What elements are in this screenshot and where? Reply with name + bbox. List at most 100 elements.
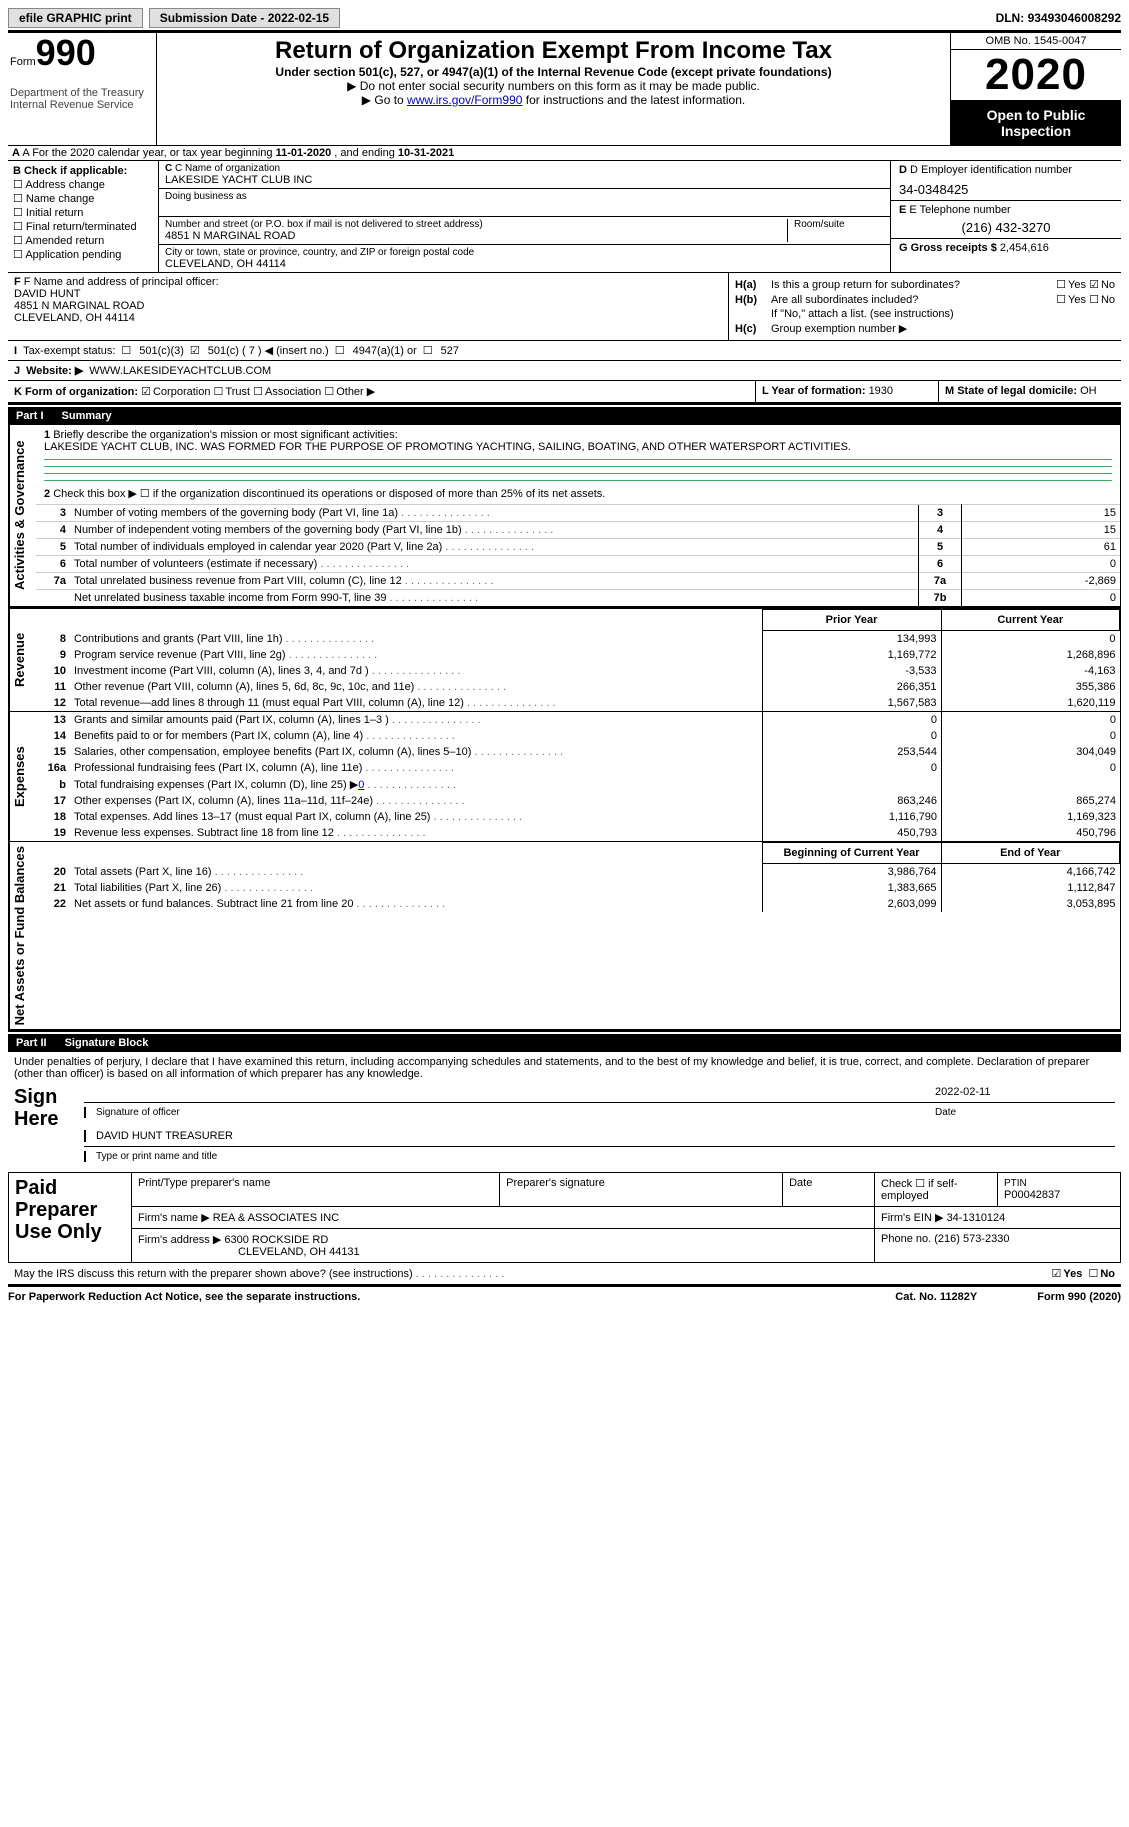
form-of-org-row: K Form of organization: Corporation Trus…	[8, 380, 1121, 402]
expenses-table: 13Grants and similar amounts paid (Part …	[36, 712, 1120, 841]
officer-label: F Name and address of principal officer:	[24, 276, 219, 288]
current-year-hdr: Current Year	[941, 610, 1120, 631]
gross-value: 2,454,616	[1000, 242, 1049, 254]
line-no: 9	[36, 647, 70, 663]
cb-assoc[interactable]	[253, 386, 265, 398]
q2-text: Check this box ▶ ☐ if the organization d…	[53, 488, 605, 500]
submission-date-label: Submission Date -	[160, 11, 268, 25]
officer-addr1: 4851 N MARGINAL ROAD	[14, 300, 722, 312]
discuss-no-label: No	[1100, 1268, 1115, 1280]
hb-no[interactable]: No	[1089, 294, 1115, 306]
line-desc: Other expenses (Part IX, column (A), lin…	[70, 793, 763, 809]
ha-no[interactable]: No	[1089, 279, 1115, 291]
form-subtitle: Under section 501(c), 527, or 4947(a)(1)…	[167, 65, 940, 79]
fundraising-link[interactable]: 0	[358, 779, 364, 791]
current-year-val: 4,166,742	[941, 864, 1120, 881]
table-row: 14Benefits paid to or for members (Part …	[36, 728, 1120, 744]
paid-preparer-label: Paid Preparer Use Only	[9, 1173, 132, 1263]
line-box: 7b	[919, 590, 962, 607]
line-desc: Net unrelated business taxable income fr…	[70, 590, 919, 607]
cb-app-pending[interactable]: Application pending	[13, 248, 153, 261]
ha-yes[interactable]: Yes	[1056, 279, 1086, 291]
current-year-val: 0	[942, 728, 1121, 744]
line-desc: Number of voting members of the governin…	[70, 505, 919, 522]
tax-year: 2020	[951, 50, 1121, 101]
line-no: 16a	[36, 760, 70, 776]
part1-header: Part I Summary	[8, 407, 1121, 425]
current-year-val: -4,163	[941, 663, 1120, 679]
line-desc: Grants and similar amounts paid (Part IX…	[70, 712, 763, 728]
line-desc: Total revenue—add lines 8 through 11 (mu…	[70, 695, 762, 711]
table-row: 18Total expenses. Add lines 13–17 (must …	[36, 809, 1120, 825]
line-desc: Total number of volunteers (estimate if …	[70, 556, 919, 573]
preparer-table: Paid Preparer Use Only Print/Type prepar…	[8, 1172, 1121, 1263]
period-text-b: , and ending	[331, 147, 398, 159]
officer-block: F F Name and address of principal office…	[8, 272, 1121, 340]
netassets-table: Beginning of Current Year End of Year 20…	[36, 842, 1120, 912]
table-row: 19Revenue less expenses. Subtract line 1…	[36, 825, 1120, 841]
discuss-yes[interactable]	[1051, 1268, 1063, 1280]
period-text-a: A For the 2020 calendar year, or tax yea…	[22, 147, 275, 159]
table-row: 16aProfessional fundraising fees (Part I…	[36, 760, 1120, 776]
opt-501c: 501(c) ( 7 ) ◀ (insert no.)	[208, 344, 329, 357]
opt-501c3: 501(c)(3)	[139, 345, 184, 357]
cb-corp[interactable]	[141, 386, 153, 398]
cb-address-change[interactable]: Address change	[13, 178, 153, 191]
mission-text: LAKESIDE YACHT CLUB, INC. WAS FORMED FOR…	[44, 441, 851, 453]
prep-selfemp[interactable]: Check ☐ if self-employed	[881, 1178, 958, 1202]
part1-label: Part I	[16, 410, 44, 422]
discuss-text: May the IRS discuss this return with the…	[14, 1268, 504, 1280]
firm-name-label: Firm's name ▶	[138, 1212, 210, 1224]
table-row: Net unrelated business taxable income fr…	[36, 590, 1120, 607]
line-no	[36, 590, 70, 607]
box-c: C C Name of organization LAKESIDE YACHT …	[159, 161, 890, 272]
hb-note: If "No," attach a list. (see instruction…	[771, 308, 954, 320]
table-row: 17Other expenses (Part IX, column (A), l…	[36, 793, 1120, 809]
form-note1: Do not enter social security numbers on …	[167, 79, 940, 93]
irs-link[interactable]: www.irs.gov/Form990	[407, 93, 522, 107]
line-desc: Investment income (Part VIII, column (A)…	[70, 663, 762, 679]
line-desc: Other revenue (Part VIII, column (A), li…	[70, 679, 762, 695]
q2-no: 2	[44, 488, 50, 500]
cb-trust[interactable]	[214, 386, 226, 398]
hb-yes[interactable]: Yes	[1056, 294, 1086, 306]
current-year-val	[942, 776, 1121, 793]
form-header: Form990 Department of the Treasury Inter…	[8, 33, 1121, 145]
table-row: 9Program service revenue (Part VIII, lin…	[36, 647, 1120, 663]
current-year-val: 0	[942, 760, 1121, 776]
efile-print-button[interactable]: efile GRAPHIC print	[8, 8, 143, 28]
line-val: -2,869	[962, 573, 1121, 590]
cb-4947[interactable]	[335, 344, 347, 357]
prior-year-val: -3,533	[762, 663, 941, 679]
prior-year-val: 134,993	[762, 631, 941, 648]
cb-initial-return[interactable]: Initial return	[13, 206, 153, 219]
top-bar: efile GRAPHIC print Submission Date - 20…	[8, 8, 1121, 28]
firm-ein: 34-1310124	[947, 1212, 1006, 1224]
line-val: 15	[962, 522, 1121, 539]
state-value: OH	[1080, 385, 1097, 397]
cb-501c[interactable]	[190, 344, 202, 357]
line-desc: Net assets or fund balances. Subtract li…	[70, 896, 762, 912]
line-desc: Total assets (Part X, line 16)	[70, 864, 762, 881]
line-val: 0	[962, 590, 1121, 607]
dln-value: 93493046008292	[1028, 11, 1121, 25]
discuss-no[interactable]	[1088, 1268, 1100, 1280]
cb-other[interactable]	[324, 386, 336, 398]
current-year-val: 865,274	[942, 793, 1121, 809]
cb-501c3[interactable]	[121, 344, 133, 357]
prior-year-val: 266,351	[762, 679, 941, 695]
line-no: 10	[36, 663, 70, 679]
line-desc: Salaries, other compensation, employee b…	[70, 744, 763, 760]
cb-final-return[interactable]: Final return/terminated	[13, 220, 153, 233]
cb-amended[interactable]: Amended return	[13, 234, 153, 247]
line-desc: Number of independent voting members of …	[70, 522, 919, 539]
line-desc: Professional fundraising fees (Part IX, …	[70, 760, 763, 776]
hc-label: H(c)	[735, 323, 771, 335]
cb-527[interactable]	[423, 344, 435, 357]
table-row: 15Salaries, other compensation, employee…	[36, 744, 1120, 760]
phone-value: (216) 432-3270	[899, 220, 1113, 235]
discuss-row: May the IRS discuss this return with the…	[8, 1263, 1121, 1284]
cb-name-change[interactable]: Name change	[13, 192, 153, 205]
row-j-label: J	[14, 365, 20, 377]
table-row: 5Total number of individuals employed in…	[36, 539, 1120, 556]
